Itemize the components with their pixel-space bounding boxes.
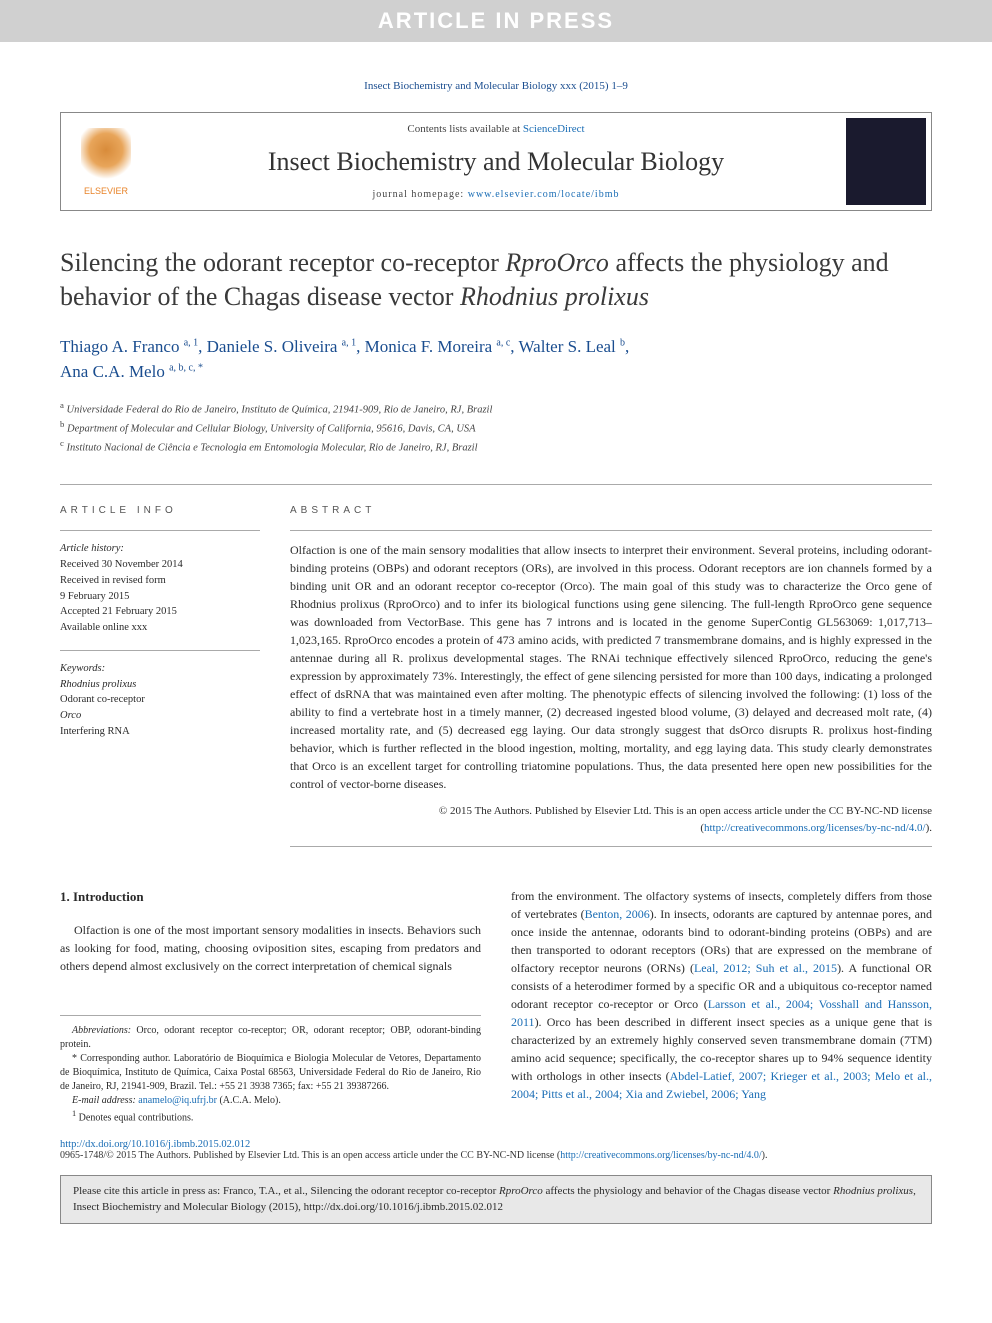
keyword-text: Rhodnius prolixus xyxy=(60,679,136,690)
keyword: Interfering RNA xyxy=(60,724,260,740)
author-affil-sup: a, c xyxy=(496,337,510,348)
page-content: Insect Biochemistry and Molecular Biolog… xyxy=(0,42,992,1264)
affiliation: b Department of Molecular and Cellular B… xyxy=(60,418,932,437)
title-part-1: Silencing the odorant receptor co-recept… xyxy=(60,248,505,277)
author: Walter S. Leal xyxy=(519,337,616,356)
journal-header-box: ELSEVIER Contents lists available at Sci… xyxy=(60,112,932,211)
equal-text: Denotes equal contributions. xyxy=(76,1112,193,1123)
footnotes: Abbreviations: Orco, odorant receptor co… xyxy=(60,1015,481,1125)
footnote-email: E-mail address: anamelo@iq.ufrj.br (A.C.… xyxy=(60,1094,481,1108)
affil-text: Universidade Federal do Rio de Janeiro, … xyxy=(67,404,493,415)
license-link-footer[interactable]: http://creativecommons.org/licenses/by-n… xyxy=(560,1150,761,1161)
keywords-label: Keywords: xyxy=(60,661,260,677)
citation-link[interactable]: Leal, 2012; Suh et al., 2015 xyxy=(694,961,837,975)
footnote-equal: 1 Denotes equal contributions. xyxy=(60,1108,481,1125)
keyword-text: Orco xyxy=(60,710,81,721)
citation-link[interactable]: Benton, 2006 xyxy=(585,907,650,921)
article-info-heading: ARTICLE INFO xyxy=(60,503,260,518)
journal-reference: Insect Biochemistry and Molecular Biolog… xyxy=(60,80,932,92)
contents-line: Contents lists available at ScienceDirec… xyxy=(171,123,821,135)
history-label: Article history: xyxy=(60,541,260,557)
journal-cover-thumbnail xyxy=(846,118,926,205)
email-attribution: (A.C.A. Melo). xyxy=(217,1095,281,1106)
author: Thiago A. Franco xyxy=(60,337,179,356)
abbrev-label: Abbreviations: xyxy=(72,1025,131,1036)
copyright-footer: 0965-1748/© 2015 The Authors. Published … xyxy=(60,1150,932,1161)
body-column-left: 1. Introduction Olfaction is one of the … xyxy=(60,887,481,1125)
body-columns: 1. Introduction Olfaction is one of the … xyxy=(60,887,932,1125)
abstract-heading: ABSTRACT xyxy=(290,503,932,518)
abstract-column: ABSTRACT Olfaction is one of the main se… xyxy=(290,503,932,847)
body-column-right: from the environment. The olfactory syst… xyxy=(511,887,932,1125)
author-affil-sup: a, b, c, * xyxy=(169,362,203,373)
email-label: E-mail address: xyxy=(72,1095,136,1106)
journal-homepage-link[interactable]: www.elsevier.com/locate/ibmb xyxy=(468,189,620,200)
intro-paragraph: Olfaction is one of the most important s… xyxy=(60,921,481,975)
info-abstract-row: ARTICLE INFO Article history: Received 3… xyxy=(60,484,932,847)
title-italic-2: Rhodnius prolixus xyxy=(460,282,649,311)
contents-prefix: Contents lists available at xyxy=(407,123,522,135)
affil-text: Department of Molecular and Cellular Bio… xyxy=(67,423,476,434)
affiliation: c Instituto Nacional de Ciência e Tecnol… xyxy=(60,437,932,456)
history-line: Accepted 21 February 2015 xyxy=(60,604,260,620)
cite-text: Please cite this article in press as: Fr… xyxy=(73,1185,499,1197)
citation-box: Please cite this article in press as: Fr… xyxy=(60,1175,932,1224)
doi-link[interactable]: http://dx.doi.org/10.1016/j.ibmb.2015.02… xyxy=(60,1139,932,1150)
article-in-press-banner: ARTICLE IN PRESS xyxy=(0,0,992,42)
cite-italic: Rhodnius prolixus xyxy=(833,1185,913,1197)
homepage-line: journal homepage: www.elsevier.com/locat… xyxy=(171,189,821,200)
affil-sup: c xyxy=(60,438,64,448)
keyword: Orco xyxy=(60,708,260,724)
keyword: Odorant co-receptor xyxy=(60,692,260,708)
history-line: Received in revised form xyxy=(60,573,260,589)
affil-text: Instituto Nacional de Ciência e Tecnolog… xyxy=(67,443,478,454)
affiliation: a Universidade Federal do Rio de Janeiro… xyxy=(60,399,932,418)
footnote-abbrev: Abbreviations: Orco, odorant receptor co… xyxy=(60,1024,481,1052)
author-affil-sup: a, 1 xyxy=(184,337,198,348)
introduction-heading: 1. Introduction xyxy=(60,887,481,907)
article-info-column: ARTICLE INFO Article history: Received 3… xyxy=(60,503,260,847)
cite-text: affects the physiology and behavior of t… xyxy=(543,1185,833,1197)
author-affil-sup: b xyxy=(620,337,625,348)
article-title: Silencing the odorant receptor co-recept… xyxy=(60,246,932,314)
license-link[interactable]: http://creativecommons.org/licenses/by-n… xyxy=(704,822,926,834)
history-line: Received 30 November 2014 xyxy=(60,557,260,573)
homepage-prefix: journal homepage: xyxy=(373,189,468,200)
author: Ana C.A. Melo xyxy=(60,362,165,381)
footnote-corresponding: * Corresponding author. Laboratório de B… xyxy=(60,1052,481,1094)
affil-sup: b xyxy=(60,419,64,429)
email-link[interactable]: anamelo@iq.ufrj.br xyxy=(136,1095,217,1106)
copyright-end: ). xyxy=(926,822,932,834)
publisher-name: ELSEVIER xyxy=(84,186,128,196)
publisher-logo: ELSEVIER xyxy=(61,113,151,210)
issn-text: 0965-1748/© 2015 The Authors. Published … xyxy=(60,1150,560,1161)
history-line: 9 February 2015 xyxy=(60,589,260,605)
issn-end: ). xyxy=(762,1150,768,1161)
header-center: Contents lists available at ScienceDirec… xyxy=(151,113,841,210)
author-affil-sup: a, 1 xyxy=(342,337,356,348)
author: Daniele S. Oliveira xyxy=(207,337,338,356)
sciencedirect-link[interactable]: ScienceDirect xyxy=(523,123,585,135)
corresp-text: Corresponding author. Laboratório de Bio… xyxy=(60,1053,481,1092)
journal-name: Insect Biochemistry and Molecular Biolog… xyxy=(171,147,821,177)
title-italic-1: RproOrco xyxy=(505,248,609,277)
cite-italic: RproOrco xyxy=(499,1185,543,1197)
abstract-copyright: © 2015 The Authors. Published by Elsevie… xyxy=(290,803,932,836)
affiliation-list: a Universidade Federal do Rio de Janeiro… xyxy=(60,399,932,457)
elsevier-tree-icon xyxy=(81,128,131,183)
abstract-text: Olfaction is one of the main sensory mod… xyxy=(290,541,932,793)
keyword: Rhodnius prolixus xyxy=(60,677,260,693)
intro-paragraph-continued: from the environment. The olfactory syst… xyxy=(511,887,932,1103)
affil-sup: a xyxy=(60,400,64,410)
author: Monica F. Moreira xyxy=(365,337,493,356)
history-line: Available online xxx xyxy=(60,620,260,636)
author-list: Thiago A. Franco a, 1, Daniele S. Olivei… xyxy=(60,334,932,385)
